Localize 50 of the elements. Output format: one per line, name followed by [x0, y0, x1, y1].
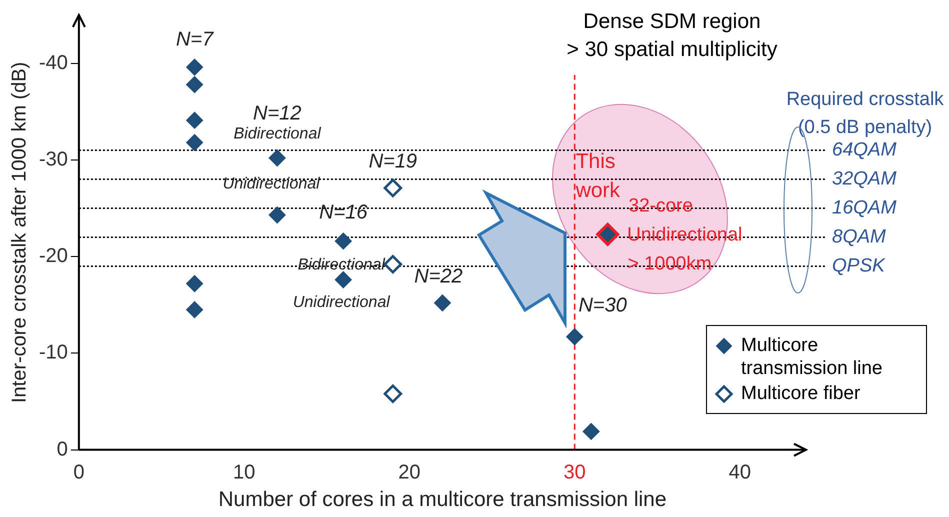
x-tick-label: 10: [233, 461, 256, 484]
point: [384, 384, 402, 404]
point: [596, 222, 620, 246]
y-tick-label: 0: [56, 438, 68, 460]
x-tick-label: 30: [564, 461, 586, 484]
annotation: Bidirectional: [234, 125, 322, 142]
ref-line-label: 64QAM: [832, 140, 897, 161]
point: [268, 150, 286, 166]
annotation: Dense SDM region > 30 spatial multiplicity: [566, 10, 778, 61]
point: [186, 58, 204, 76]
ref-line-label: QPSK: [832, 256, 886, 276]
data-label: 32-core Unidirectional > 1000km: [627, 196, 742, 275]
annotation: Required crosstalk (0.5 dB penalty): [786, 89, 944, 138]
annotation: N=16: [319, 202, 368, 224]
x-tick-label: 40: [728, 461, 752, 484]
x-axis-title: Number of cores in a multicore transmission line: [218, 488, 667, 512]
point: [186, 76, 204, 94]
y-tick-label: -10: [39, 342, 68, 364]
annotation: Unidirectional: [292, 294, 390, 312]
point: [334, 232, 352, 250]
y-tick-label: -20: [39, 245, 68, 268]
point: [384, 178, 402, 198]
annotation: N=22: [414, 265, 463, 288]
point: [186, 134, 204, 152]
y-tick-label: -30: [39, 148, 68, 170]
point: [582, 422, 600, 440]
point: [334, 271, 352, 288]
ref-line-label: 32QAM: [832, 168, 897, 190]
x-tick-label: 20: [398, 461, 421, 484]
annotation: Unidirectional: [222, 175, 320, 192]
point: [186, 275, 204, 292]
x-tick-label: 0: [73, 461, 84, 484]
legend-label: Multicore fiber: [741, 382, 862, 405]
annotation: N=12: [253, 102, 302, 125]
legend-label: Multicore transmission line: [741, 334, 884, 380]
ref-line-label: 16QAM: [832, 198, 897, 219]
point: [268, 206, 286, 224]
annotation: Bidirectional: [298, 256, 386, 274]
point: [434, 294, 451, 312]
point: [566, 328, 584, 346]
y-axis-title: Inter-core crosstalk after 1000 km (dB): [8, 62, 31, 404]
y-tick-label: -40: [39, 52, 68, 74]
point: [186, 112, 204, 129]
point: [384, 255, 402, 274]
annotation: N=30: [578, 294, 627, 316]
series-label: This work: [574, 150, 621, 202]
annotation: N=7: [176, 28, 214, 51]
ref-line-label: 8QAM: [832, 226, 886, 248]
annotation: N=19: [368, 150, 418, 173]
point: [186, 301, 204, 318]
